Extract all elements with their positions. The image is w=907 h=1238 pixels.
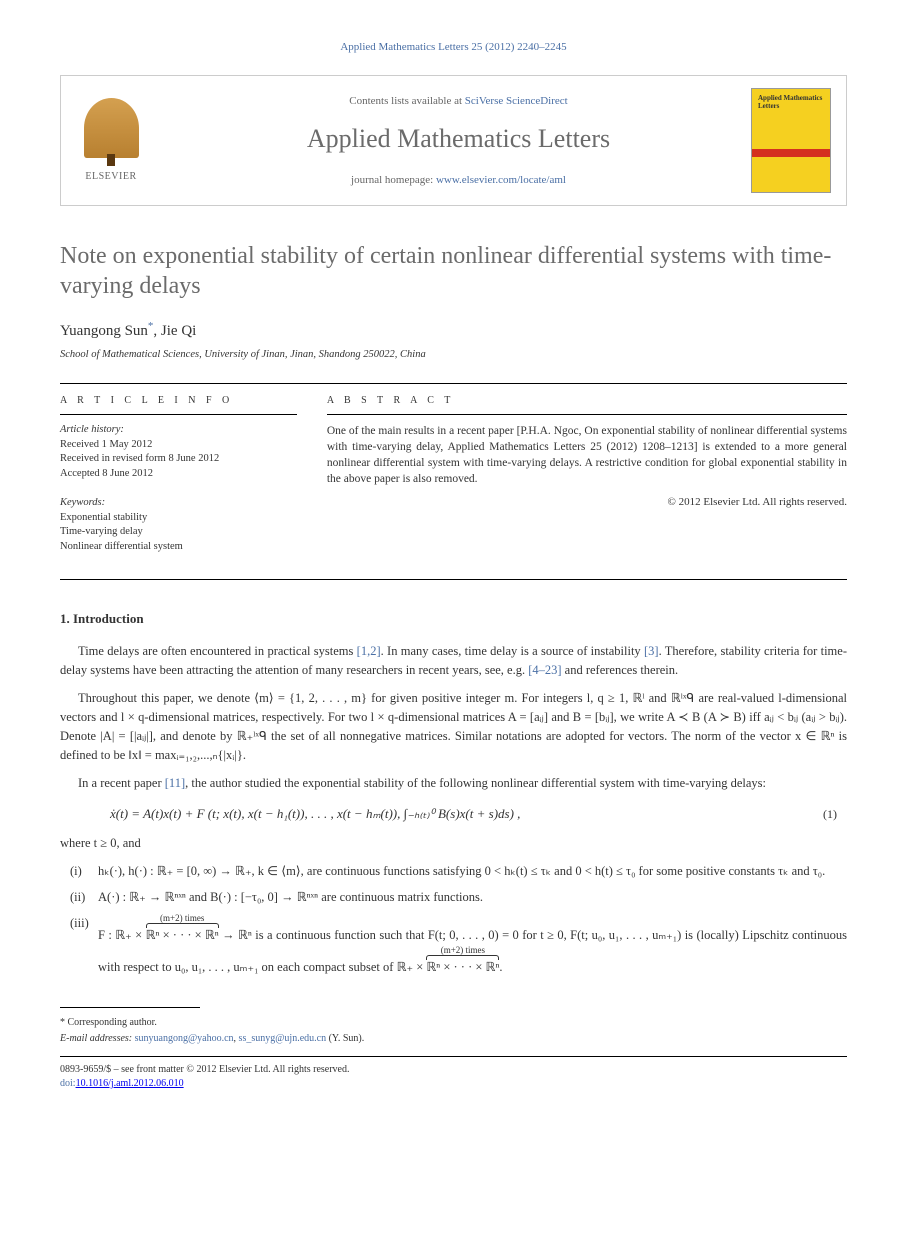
section-1-heading: 1. Introduction bbox=[60, 610, 847, 628]
corresponding-author-note: * Corresponding author. bbox=[60, 1016, 847, 1030]
marker-i: (i) bbox=[70, 861, 98, 881]
overbrace-1: ℝⁿ × · · · × ℝⁿ bbox=[146, 913, 219, 945]
author-1: Yuangong Sun bbox=[60, 323, 148, 339]
marker-iii: (iii) bbox=[70, 913, 98, 977]
brace1-content: ℝⁿ × · · · × ℝⁿ bbox=[146, 928, 219, 942]
abstract-copyright: © 2012 Elsevier Ltd. All rights reserved… bbox=[327, 495, 847, 510]
abstract-label: A B S T R A C T bbox=[327, 394, 847, 415]
email-label: E-mail addresses: bbox=[60, 1033, 135, 1044]
ref-link-4-23[interactable]: [4–23] bbox=[528, 663, 561, 677]
issn-copyright: 0893-9659/$ – see front matter © 2012 El… bbox=[60, 1063, 847, 1077]
homepage-prefix: journal homepage: bbox=[351, 174, 436, 186]
doi-label: doi: bbox=[60, 1078, 76, 1089]
keyword-3: Nonlinear differential system bbox=[60, 540, 297, 555]
equation-1-row: ẋ(t) = A(t)x(t) + F (t; x(t), x(t − h₁(t… bbox=[60, 805, 847, 823]
equation-1-number: (1) bbox=[823, 806, 847, 823]
journal-cover-thumbnail: Applied Mathematics Letters bbox=[751, 88, 831, 193]
intro-para-3: In a recent paper [11], the author studi… bbox=[60, 774, 847, 793]
accepted-date: Accepted 8 June 2012 bbox=[60, 467, 297, 482]
email-link-2[interactable]: ss_sunyg@ujn.edu.cn bbox=[239, 1033, 327, 1044]
intro-para-1: Time delays are often encountered in pra… bbox=[60, 642, 847, 680]
p1-text-a: Time delays are often encountered in pra… bbox=[78, 644, 357, 658]
homepage-link[interactable]: www.elsevier.com/locate/aml bbox=[436, 174, 566, 186]
author-2: , Jie Qi bbox=[153, 323, 196, 339]
email-link-1[interactable]: sunyuangong@yahoo.cn bbox=[135, 1033, 234, 1044]
keywords-block: Keywords: Exponential stability Time-var… bbox=[60, 496, 297, 555]
intro-para-2: Throughout this paper, we denote ⟨m⟩ = {… bbox=[60, 689, 847, 764]
assumption-iii: (iii) F : ℝ₊ × ℝⁿ × · · · × ℝⁿ → ℝⁿ is a… bbox=[70, 913, 847, 977]
abstract-column: A B S T R A C T One of the main results … bbox=[312, 384, 847, 579]
journal-name: Applied Mathematics Letters bbox=[166, 121, 751, 157]
content-i: hₖ(·), h(·) : ℝ₊ = [0, ∞) → ℝ₊, k ∈ ⟨m⟩,… bbox=[98, 861, 847, 881]
doi-link[interactable]: 10.1016/j.aml.2012.06.010 bbox=[76, 1078, 184, 1089]
email-note: E-mail addresses: sunyuangong@yahoo.cn, … bbox=[60, 1032, 847, 1046]
keywords-label: Keywords: bbox=[60, 496, 297, 511]
where-line: where t ≥ 0, and bbox=[60, 835, 847, 853]
iii-text-c: . bbox=[499, 960, 502, 974]
iii-text-a: F : ℝ₊ × bbox=[98, 928, 146, 942]
assumption-ii: (ii) A(·) : ℝ₊ → ℝⁿˣⁿ and B(·) : [−τ₀, 0… bbox=[70, 887, 847, 907]
history-label: Article history: bbox=[60, 423, 297, 438]
email-author-suffix: (Y. Sun). bbox=[326, 1033, 364, 1044]
brace2-content: ℝⁿ × · · · × ℝⁿ bbox=[426, 960, 499, 974]
p3-text-a: In a recent paper bbox=[78, 776, 165, 790]
cover-title: Applied Mathematics Letters bbox=[758, 95, 824, 110]
assumptions-list: (i) hₖ(·), h(·) : ℝ₊ = [0, ∞) → ℝ₊, k ∈ … bbox=[70, 861, 847, 977]
article-info-column: A R T I C L E I N F O Article history: R… bbox=[60, 384, 312, 579]
ref-link-1-2[interactable]: [1,2] bbox=[357, 644, 381, 658]
keyword-2: Time-varying delay bbox=[60, 525, 297, 540]
ref-link-3[interactable]: [3] bbox=[644, 644, 659, 658]
article-title: Note on exponential stability of certain… bbox=[60, 241, 847, 301]
p1-text-d: and references therein. bbox=[562, 663, 679, 677]
elsevier-tree-icon bbox=[84, 98, 139, 158]
p1-text-b: . In many cases, time delay is a source … bbox=[381, 644, 644, 658]
article-history: Article history: Received 1 May 2012 Rec… bbox=[60, 423, 297, 482]
homepage-line: journal homepage: www.elsevier.com/locat… bbox=[166, 173, 751, 188]
content-iii: F : ℝ₊ × ℝⁿ × · · · × ℝⁿ → ℝⁿ is a conti… bbox=[98, 913, 847, 977]
elsevier-logo: ELSEVIER bbox=[76, 96, 146, 186]
info-label: A R T I C L E I N F O bbox=[60, 394, 297, 415]
info-abstract-row: A R T I C L E I N F O Article history: R… bbox=[60, 383, 847, 580]
revised-date: Received in revised form 8 June 2012 bbox=[60, 452, 297, 467]
authors-line: Yuangong Sun*, Jie Qi bbox=[60, 319, 847, 342]
bottom-divider bbox=[60, 1056, 847, 1057]
sciencedirect-link[interactable]: SciVerse ScienceDirect bbox=[465, 95, 568, 107]
abstract-text: One of the main results in a recent pape… bbox=[327, 423, 847, 487]
contents-line: Contents lists available at SciVerse Sci… bbox=[166, 94, 751, 109]
overbrace-2: ℝⁿ × · · · × ℝⁿ bbox=[426, 945, 499, 977]
content-ii: A(·) : ℝ₊ → ℝⁿˣⁿ and B(·) : [−τ₀, 0] → ℝ… bbox=[98, 887, 847, 907]
assumption-i: (i) hₖ(·), h(·) : ℝ₊ = [0, ∞) → ℝ₊, k ∈ … bbox=[70, 861, 847, 881]
header-center: Contents lists available at SciVerse Sci… bbox=[166, 94, 751, 188]
header-citation: Applied Mathematics Letters 25 (2012) 22… bbox=[60, 40, 847, 55]
p3-text-b: , the author studied the exponential sta… bbox=[185, 776, 766, 790]
marker-ii: (ii) bbox=[70, 887, 98, 907]
footnote-divider bbox=[60, 1007, 200, 1008]
keyword-1: Exponential stability bbox=[60, 511, 297, 526]
cover-red-band bbox=[752, 149, 830, 157]
ref-link-11[interactable]: [11] bbox=[165, 776, 185, 790]
equation-1: ẋ(t) = A(t)x(t) + F (t; x(t), x(t − h₁(t… bbox=[110, 805, 823, 823]
contents-prefix: Contents lists available at bbox=[349, 95, 464, 107]
affiliation: School of Mathematical Sciences, Univers… bbox=[60, 348, 847, 363]
journal-header-box: ELSEVIER Contents lists available at Sci… bbox=[60, 75, 847, 206]
received-date: Received 1 May 2012 bbox=[60, 438, 297, 453]
doi-line: doi:10.1016/j.aml.2012.06.010 bbox=[60, 1077, 847, 1091]
elsevier-label: ELSEVIER bbox=[85, 170, 136, 184]
